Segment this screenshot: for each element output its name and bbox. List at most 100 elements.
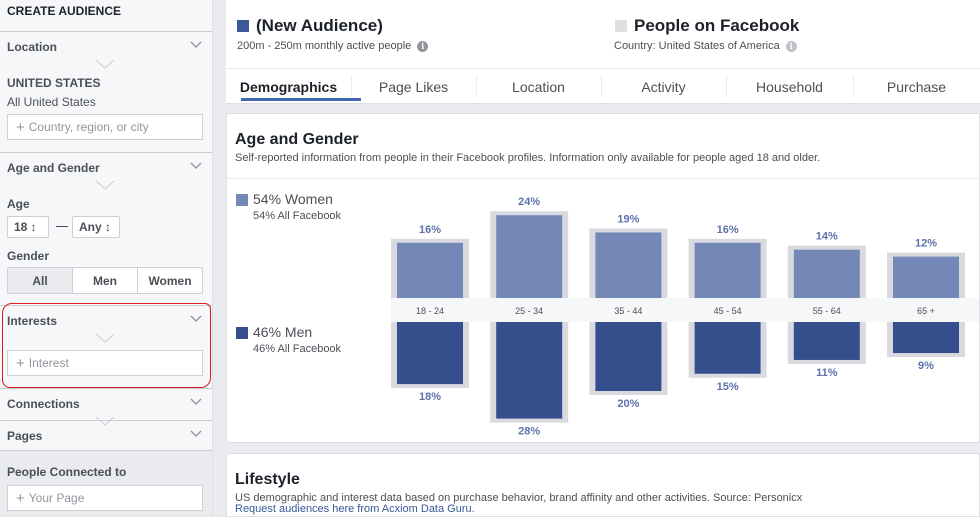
info-icon[interactable]: i xyxy=(417,40,429,52)
facebook-color-swatch xyxy=(615,20,627,32)
people-connected-panel: People Connected to + Your Page xyxy=(0,450,212,517)
women-bar xyxy=(595,232,662,298)
gender-selector: All Men Women xyxy=(7,267,203,294)
women-bar xyxy=(397,242,463,298)
women-value-label: 24% xyxy=(518,196,540,208)
women-legend-swatch xyxy=(236,194,248,206)
age-gender-bar-chart: 16% 18% 18 - 24 24% 28% 25 - 34 19% 20% 35 - 44 1… xyxy=(391,196,979,438)
tab-divider xyxy=(601,75,602,97)
gender-all-button[interactable]: All xyxy=(8,268,72,293)
people-connected-label: People Connected to xyxy=(7,465,127,479)
section-notch xyxy=(96,59,114,69)
interests-section-header[interactable]: Interests xyxy=(0,305,212,333)
age-label: Age xyxy=(7,197,30,211)
tab-divider xyxy=(476,75,477,97)
interests-highlight-annotation xyxy=(2,303,211,388)
tab-page-likes[interactable]: Page Likes xyxy=(378,79,449,95)
card-divider xyxy=(227,178,980,179)
interests-label: Interests xyxy=(7,314,58,328)
monthly-active-text: 200m - 250m monthly active people xyxy=(237,40,412,52)
age-range-tick-label: 18 - 24 xyxy=(416,306,444,316)
women-value-label: 19% xyxy=(617,213,639,225)
chevron-down-icon xyxy=(190,315,202,322)
men-bar xyxy=(793,322,860,360)
chevron-down-icon xyxy=(190,41,202,48)
women-value-label: 16% xyxy=(419,224,441,236)
lifestyle-subtitle: US demographic and interest data based o… xyxy=(235,492,803,504)
age-range-tick-label: 45 - 54 xyxy=(714,306,742,316)
men-bar xyxy=(397,322,463,385)
age-min-select[interactable]: 18 ↕ xyxy=(7,216,49,238)
men-value-label: 15% xyxy=(717,381,739,393)
interest-placeholder: Interest xyxy=(28,356,69,370)
women-value-label: 12% xyxy=(915,238,937,250)
location-placeholder: Country, region, or city xyxy=(28,120,149,134)
connections-label: Connections xyxy=(7,397,80,411)
acxiom-link[interactable]: Request audiences here from Acxiom Data … xyxy=(235,503,475,515)
chevron-down-icon xyxy=(190,430,202,437)
lifestyle-title: Lifestyle xyxy=(235,471,300,488)
location-search-input[interactable]: + Country, region, or city xyxy=(7,114,203,140)
age-max-select[interactable]: Any ↕ xyxy=(72,216,120,238)
pages-section-header[interactable]: Pages xyxy=(0,420,212,448)
women-bar xyxy=(893,256,959,298)
gender-label: Gender xyxy=(7,249,50,263)
info-icon[interactable]: i xyxy=(785,40,797,52)
location-label: Location xyxy=(7,40,57,54)
section-notch xyxy=(96,416,114,426)
men-bar xyxy=(496,322,563,419)
women-bar xyxy=(694,242,761,298)
facebook-country-subtitle: Country: United States of America i xyxy=(614,40,797,52)
chevron-down-icon xyxy=(190,162,202,169)
pages-label: Pages xyxy=(7,429,43,443)
age-range-tick-label: 35 - 44 xyxy=(614,306,642,316)
location-section-header[interactable]: Location xyxy=(0,31,212,59)
demographics-tabs: Demographics Page Likes Location Activit… xyxy=(226,68,980,104)
age-gender-label: Age and Gender xyxy=(7,161,100,175)
audience-sidebar: CREATE AUDIENCE Location UNITED STATES A… xyxy=(0,0,213,517)
active-tab-underline xyxy=(241,98,361,101)
men-bar xyxy=(595,322,662,391)
tab-purchase[interactable]: Purchase xyxy=(886,79,947,95)
new-audience-title: (New Audience) xyxy=(256,16,383,35)
tab-household[interactable]: Household xyxy=(756,79,823,95)
tab-divider xyxy=(853,75,854,97)
gender-men-button[interactable]: Men xyxy=(72,268,137,293)
gender-women-button[interactable]: Women xyxy=(137,268,202,293)
country-heading: UNITED STATES xyxy=(7,76,101,90)
age-gender-title: Age and Gender xyxy=(235,131,359,148)
men-value-label: 11% xyxy=(816,367,838,379)
country-subtext: All United States xyxy=(7,95,96,109)
sidebar-title: CREATE AUDIENCE xyxy=(7,4,122,18)
connections-section-header[interactable]: Connections xyxy=(0,388,212,416)
tab-location[interactable]: Location xyxy=(512,79,565,95)
tab-activity[interactable]: Activity xyxy=(641,79,686,95)
age-axis-band xyxy=(391,298,979,322)
plus-icon: + xyxy=(16,489,25,507)
audience-header: (New Audience) 200m - 250m monthly activ… xyxy=(226,0,980,104)
chevron-down-icon xyxy=(190,398,202,405)
tab-divider xyxy=(351,75,352,97)
men-bar xyxy=(893,322,959,354)
section-notch xyxy=(96,333,114,343)
men-value-label: 28% xyxy=(518,426,540,438)
age-range-tick-label: 25 - 34 xyxy=(515,306,543,316)
lifestyle-card: Lifestyle US demographic and interest da… xyxy=(226,453,980,517)
men-legend-swatch xyxy=(236,327,248,339)
men-all-facebook: 46% All Facebook xyxy=(253,343,342,355)
men-bar xyxy=(694,322,761,374)
country-text: Country: United States of America xyxy=(614,40,780,52)
new-audience-subtitle: 200m - 250m monthly active people i xyxy=(237,40,429,52)
men-value-label: 18% xyxy=(419,391,441,403)
new-audience-color-swatch xyxy=(237,20,249,32)
men-value-label: 9% xyxy=(918,360,934,372)
tab-demographics[interactable]: Demographics xyxy=(239,79,338,95)
interest-search-input[interactable]: + Interest xyxy=(7,350,203,376)
plus-icon: + xyxy=(16,118,25,136)
age-gender-section-header[interactable]: Age and Gender xyxy=(0,152,212,180)
page-search-input[interactable]: + Your Page xyxy=(7,485,203,511)
age-range-tick-label: 55 - 64 xyxy=(813,306,841,316)
age-gender-card: Age and Gender Self-reported information… xyxy=(226,113,980,443)
women-bar xyxy=(793,249,860,298)
plus-icon: + xyxy=(16,354,25,372)
